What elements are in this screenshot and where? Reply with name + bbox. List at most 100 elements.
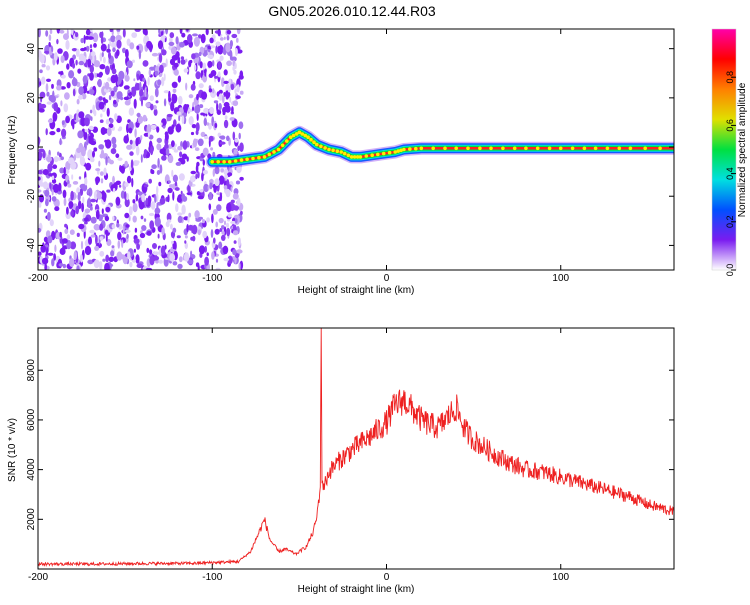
noise-speck <box>202 147 209 156</box>
noise-speck <box>116 251 123 261</box>
noise-speck <box>150 145 154 156</box>
signal-track-peak <box>276 147 281 152</box>
noise-speck <box>88 236 92 245</box>
colorbar-tick-label: 0.8 <box>725 71 735 84</box>
noise-speck <box>236 164 242 174</box>
noise-speck <box>231 106 234 114</box>
noise-speck <box>100 149 105 159</box>
noise-speck <box>46 78 51 83</box>
noise-speck <box>176 196 183 203</box>
noise-speck <box>200 33 206 44</box>
noise-speck <box>60 100 63 107</box>
noise-speck <box>209 106 215 115</box>
noise-speck <box>98 144 105 150</box>
noise-speck <box>126 38 131 46</box>
noise-speck <box>131 177 134 188</box>
noise-speck <box>41 76 46 85</box>
noise-speck <box>80 37 85 44</box>
signal-track-peak <box>227 160 232 164</box>
noise-speck <box>177 145 183 151</box>
noise-speck <box>111 42 117 49</box>
noise-speck <box>216 109 222 115</box>
noise-speck <box>79 253 83 263</box>
noise-speck <box>218 103 222 111</box>
noise-speck <box>226 222 229 228</box>
noise-speck <box>187 216 190 223</box>
noise-speck <box>215 267 221 270</box>
noise-speck <box>115 196 121 206</box>
signal-track-peak <box>346 153 351 158</box>
noise-speck <box>214 166 220 175</box>
noise-speck <box>167 187 173 194</box>
noise-speck <box>232 230 239 236</box>
noise-speck <box>122 47 126 54</box>
noise-speck <box>140 215 144 220</box>
noise-speck <box>142 77 146 83</box>
noise-speck <box>89 109 93 114</box>
noise-speck <box>45 65 51 71</box>
noise-speck <box>159 197 166 205</box>
noise-speck <box>75 113 79 123</box>
noise-speck <box>40 54 45 64</box>
noise-speck <box>156 203 159 213</box>
noise-speck <box>137 115 144 124</box>
noise-speck <box>135 145 140 156</box>
noise-speck <box>81 202 84 213</box>
noise-speck <box>104 139 108 143</box>
noise-speck <box>184 240 187 244</box>
noise-speck <box>174 181 178 187</box>
noise-speck <box>116 115 122 124</box>
noise-speck <box>151 164 157 170</box>
noise-speck <box>179 41 185 48</box>
noise-speck <box>234 218 238 224</box>
noise-speck <box>192 235 196 242</box>
noise-speck <box>227 172 233 177</box>
noise-speck <box>111 68 117 75</box>
noise-speck <box>226 135 230 142</box>
noise-speck <box>232 193 239 200</box>
noise-speck <box>100 113 103 118</box>
noise-speck <box>171 240 174 244</box>
noise-speck <box>192 33 198 37</box>
noise-speck <box>218 89 223 94</box>
noise-speck <box>178 256 183 263</box>
noise-speck <box>235 180 241 185</box>
noise-speck <box>136 263 143 269</box>
noise-speck <box>222 94 225 104</box>
noise-speck <box>72 88 76 97</box>
noise-speck <box>59 231 62 238</box>
noise-speck <box>213 100 219 104</box>
noise-speck <box>217 132 221 137</box>
signal-track-peak <box>431 146 436 151</box>
signal-track-peak <box>617 146 622 151</box>
noise-speck <box>136 112 141 118</box>
noise-speck <box>200 112 205 116</box>
noise-speck <box>223 168 229 176</box>
noise-speck <box>212 209 218 215</box>
noise-speck <box>121 239 124 249</box>
noise-speck <box>148 212 155 217</box>
noise-speck <box>111 245 115 249</box>
noise-speck <box>198 216 204 220</box>
noise-speck <box>209 37 214 44</box>
noise-speck <box>59 247 66 255</box>
signal-track-peak <box>399 148 403 153</box>
noise-speck <box>200 131 206 137</box>
noise-speck <box>188 60 192 68</box>
noise-speck <box>44 189 50 197</box>
noise-speck <box>198 83 204 89</box>
noise-speck <box>142 29 147 35</box>
noise-speck <box>89 206 93 211</box>
noise-speck <box>116 222 120 228</box>
noise-speck <box>212 168 215 177</box>
noise-speck <box>115 180 122 185</box>
noise-speck <box>39 81 42 86</box>
noise-speck <box>105 254 110 263</box>
noise-speck <box>104 215 110 222</box>
noise-speck <box>169 248 176 253</box>
noise-speck <box>222 245 229 255</box>
noise-speck <box>70 190 74 201</box>
noise-speck <box>71 77 78 87</box>
noise-speck <box>48 46 52 56</box>
